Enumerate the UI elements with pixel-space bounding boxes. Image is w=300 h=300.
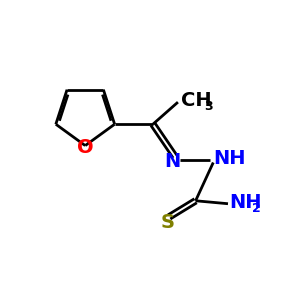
Text: NH: NH (213, 148, 246, 168)
Text: S: S (160, 213, 175, 232)
Text: 3: 3 (204, 100, 212, 113)
Text: O: O (77, 138, 94, 157)
Text: N: N (164, 152, 180, 170)
Text: NH: NH (230, 193, 262, 212)
Text: CH: CH (182, 91, 212, 110)
Text: 2: 2 (252, 202, 261, 214)
